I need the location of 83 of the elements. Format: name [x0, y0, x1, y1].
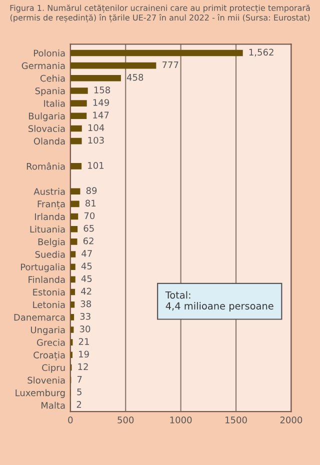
data-label: 12	[78, 363, 88, 370]
data-label: 777	[162, 61, 178, 68]
data-label: 45	[81, 275, 92, 282]
bar	[70, 314, 74, 320]
y-tick-label: România	[26, 162, 65, 170]
data-label: 103	[88, 136, 104, 144]
data-label: 458	[126, 74, 144, 81]
bar	[70, 339, 73, 346]
y-tick-label: Slovenia	[28, 376, 65, 384]
x-tick-label: 500	[118, 416, 134, 424]
bar	[70, 88, 88, 94]
data-label: 70	[84, 212, 95, 220]
data-label: 30	[80, 326, 90, 332]
y-tick-label: Portugalia	[21, 263, 65, 272]
y-tick-label: Danemarca	[14, 314, 65, 321]
data-label: 42	[81, 288, 92, 294]
y-tick-label: Slovacia	[28, 125, 65, 132]
data-label: 1,562	[249, 48, 274, 57]
data-label: 7	[77, 376, 82, 383]
bar	[70, 226, 78, 232]
y-tick-label: Italia	[44, 100, 65, 107]
data-label: 65	[84, 224, 94, 232]
y-tick-label: Franța	[38, 200, 65, 210]
y-tick-label: Croația	[34, 351, 65, 361]
data-label: 33	[80, 312, 90, 320]
bar	[70, 138, 82, 144]
data-label: 81	[86, 200, 96, 207]
data-label: 104	[88, 124, 104, 132]
chart-title: Figura 1. Numărul cetățenilor ucraineni care au primit protecție temporară (permis de reședință) în țările UE-27 în anul 2022 - în mii (Sursa: Eurostat)	[10, 4, 310, 22]
y-tick-label: Lituania	[30, 226, 65, 233]
y-tick-label: Polonia	[34, 50, 65, 57]
y-tick-label: Grecia	[36, 338, 65, 346]
data-label: 5	[77, 388, 82, 396]
y-tick-label: Spania	[35, 87, 65, 96]
data-label: 62	[83, 237, 94, 244]
y-tick-label: Belgia	[38, 238, 65, 247]
bar	[70, 326, 74, 333]
data-label: 45	[81, 262, 92, 270]
bar	[70, 125, 82, 132]
annotation: Total: 4,4 milioane persoane	[165, 291, 274, 312]
data-label: 147	[93, 112, 109, 118]
x-tick-label: 1500	[226, 416, 247, 424]
data-label: 89	[86, 187, 97, 194]
y-tick-label: Cehia	[40, 74, 65, 82]
bar	[70, 276, 76, 283]
bar	[70, 251, 76, 258]
bar	[70, 112, 87, 120]
data-label: 47	[82, 250, 92, 257]
y-tick-label: Estonia	[33, 288, 65, 296]
y-tick-label: Bulgaria	[28, 112, 65, 122]
y-tick-label: Letonia	[33, 301, 65, 308]
y-tick-label: Olanda	[34, 138, 65, 145]
data-label: 38	[80, 300, 92, 308]
bar	[70, 264, 76, 270]
bar	[70, 238, 78, 245]
x-tick-label: 1000	[170, 416, 192, 424]
y-tick-label: Ungaria	[30, 326, 65, 336]
bar	[70, 301, 75, 308]
bar	[70, 213, 78, 220]
data-label: 158	[94, 86, 110, 94]
bar	[70, 288, 76, 296]
data-label: 149	[93, 99, 109, 106]
bar	[70, 62, 156, 69]
y-tick-label: Luxemburg	[16, 389, 65, 398]
y-tick-label: Finlanda	[28, 276, 65, 283]
data-label: 2	[76, 401, 82, 408]
data-label: 101	[88, 162, 104, 169]
y-tick-label: Cipru	[42, 364, 65, 373]
data-label: 21	[78, 338, 89, 345]
bar	[70, 200, 80, 208]
y-tick-label: Germania	[22, 62, 65, 70]
y-tick-label: Malta	[42, 402, 65, 409]
data-label: 19	[79, 350, 89, 358]
x-tick-label: 2000	[280, 416, 302, 424]
x-tick-label: 0	[68, 416, 73, 424]
bar	[70, 74, 121, 82]
bar	[70, 163, 82, 170]
y-tick-label: Suedia	[35, 250, 65, 258]
y-tick-label: Irlanda	[35, 213, 65, 220]
bar	[70, 188, 80, 195]
bar	[70, 100, 87, 106]
y-tick-label: Austria	[34, 188, 65, 195]
bar	[70, 50, 243, 56]
